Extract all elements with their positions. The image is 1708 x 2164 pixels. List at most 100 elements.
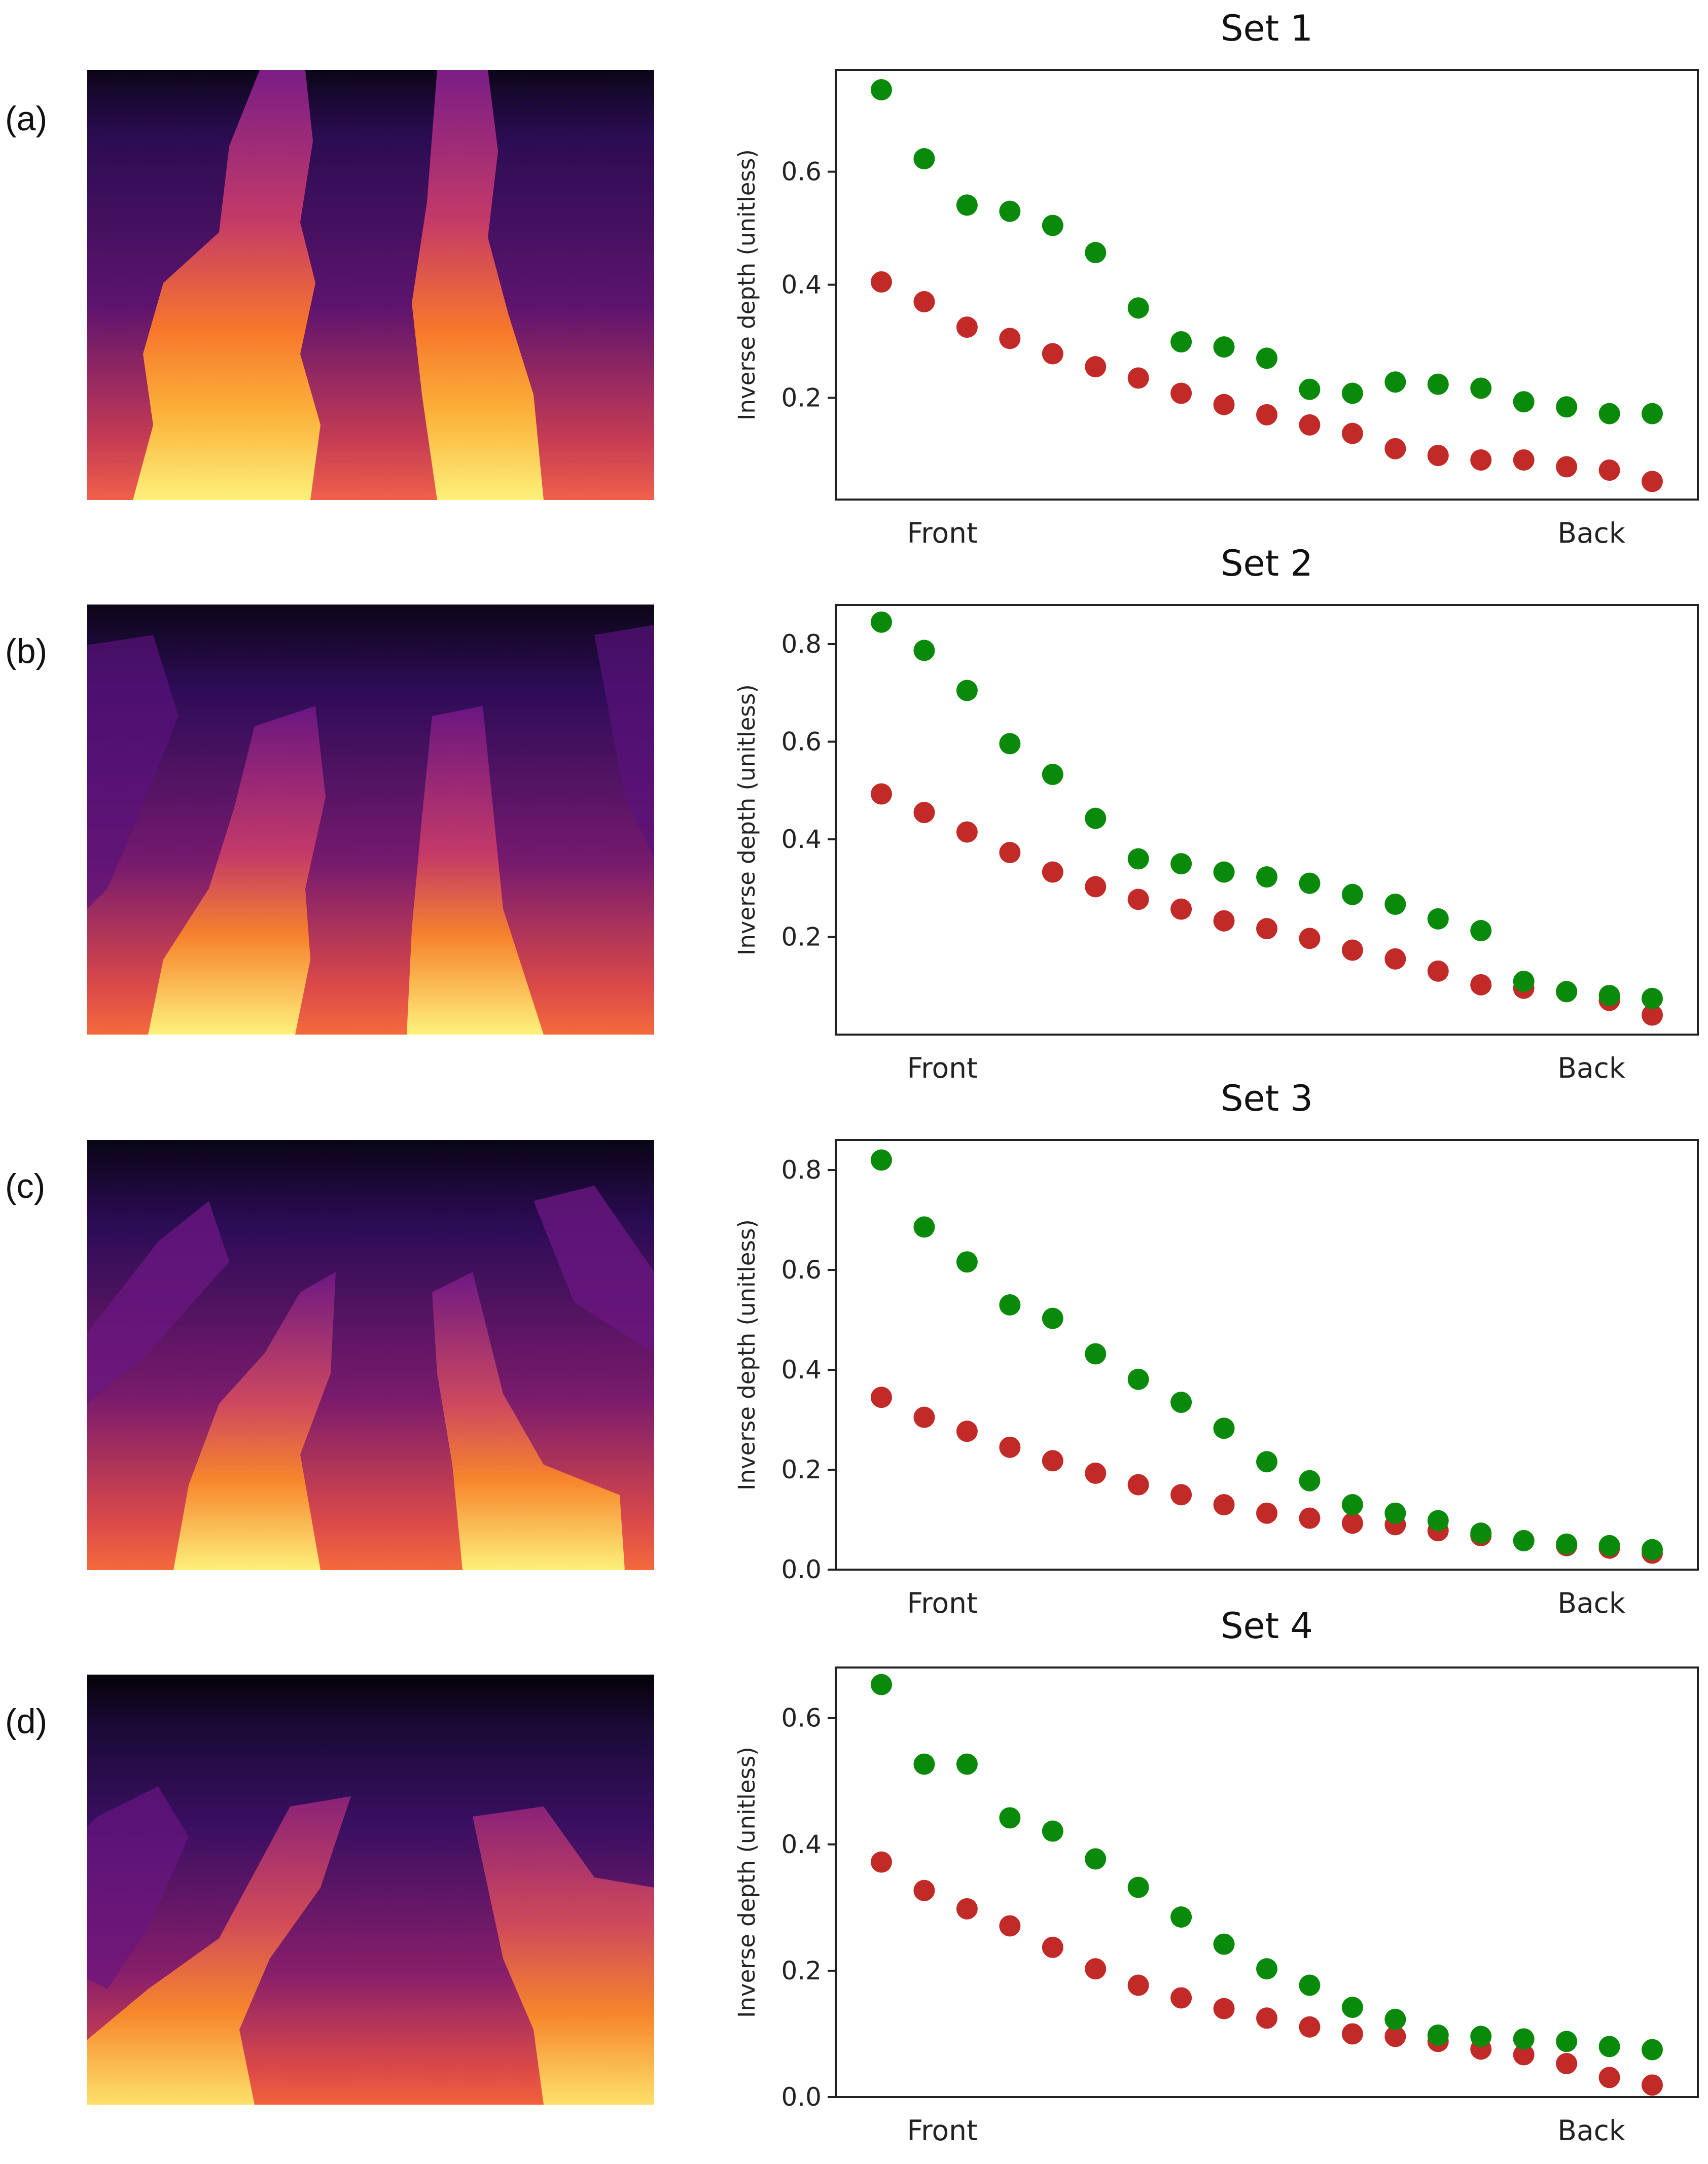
red-point <box>999 841 1021 863</box>
red-point <box>1170 1484 1192 1506</box>
red-point <box>1256 1502 1277 1524</box>
red-point <box>1427 960 1449 982</box>
green-point <box>1042 215 1063 236</box>
y-tick-label: 0.6 <box>781 157 822 187</box>
red-point <box>999 1915 1021 1937</box>
red-point <box>1384 438 1406 459</box>
green-point <box>1299 872 1321 894</box>
green-point <box>913 1216 935 1238</box>
red-point <box>1513 2044 1535 2066</box>
red-point <box>1384 2026 1406 2047</box>
y-tick-label: 0.4 <box>781 1830 822 1859</box>
y-tick-label: 0.4 <box>781 825 822 854</box>
green-point <box>1085 807 1107 829</box>
red-point <box>1213 1494 1235 1515</box>
red-point <box>871 1851 892 1873</box>
red-point <box>871 783 892 805</box>
red-point <box>1127 367 1149 389</box>
red-point <box>1642 471 1663 492</box>
y-tick-label: 0.0 <box>781 2082 822 2112</box>
red-point <box>1256 404 1277 425</box>
green-point <box>1256 347 1277 369</box>
y-axis-label: Inverse depth (unitless) <box>733 684 760 955</box>
x-label-front: Front <box>907 2114 977 2147</box>
green-point <box>1513 1530 1535 1551</box>
chart-title: Set 2 <box>1221 543 1313 584</box>
green-point <box>1127 1876 1149 1898</box>
red-point <box>1384 948 1406 970</box>
green-point <box>871 1149 892 1171</box>
y-axis-label: Inverse depth (unitless) <box>733 149 760 420</box>
green-point <box>956 1753 978 1775</box>
y-tick-label: 0.0 <box>781 1555 822 1584</box>
y-tick-label: 0.2 <box>781 1956 822 1985</box>
red-point <box>1256 918 1277 940</box>
red-point <box>999 1436 1021 1458</box>
green-point <box>1341 1494 1363 1515</box>
red-point <box>1127 889 1149 910</box>
green-point <box>1085 1848 1107 1870</box>
red-point <box>871 1387 892 1408</box>
chart-set-1: Set 1 0.2 0.4 0.6 Inverse depth (unitless) Fr… <box>733 8 1699 549</box>
y-tick-label: 0.8 <box>781 1155 822 1185</box>
green-point <box>913 1753 935 1775</box>
y-tick-label: 0.4 <box>781 1355 822 1385</box>
green-point <box>1042 1820 1063 1842</box>
green-point <box>1299 1470 1321 1492</box>
red-point <box>956 316 978 338</box>
panel-label-c: (c) <box>5 1167 46 1205</box>
green-point <box>1470 1522 1492 1544</box>
green-point <box>1170 1392 1192 1413</box>
green-point <box>999 1294 1021 1316</box>
green-point <box>1127 297 1149 319</box>
chart-title: Set 4 <box>1221 1605 1313 1647</box>
green-point <box>1556 1533 1578 1555</box>
red-point <box>1042 343 1063 365</box>
red-point <box>1213 1998 1235 2019</box>
red-point <box>1127 1974 1149 1996</box>
green-point <box>1384 894 1406 915</box>
green-point <box>1642 2039 1663 2061</box>
x-label-front: Front <box>907 1587 977 1619</box>
green-point <box>1256 1958 1277 1980</box>
x-label-back: Back <box>1557 1587 1625 1619</box>
x-label-back: Back <box>1557 1052 1625 1084</box>
red-point <box>1341 939 1363 961</box>
depth-map-image-d <box>87 1675 654 2105</box>
plot-frame <box>835 1666 1699 2098</box>
green-point <box>871 611 892 633</box>
green-point <box>999 200 1021 222</box>
y-tick-label: 0.8 <box>781 629 822 659</box>
green-point <box>1127 848 1149 870</box>
y-tick-label: 0.6 <box>781 1255 822 1285</box>
x-label-front: Front <box>907 517 977 549</box>
y-tick-label: 0.2 <box>781 923 822 952</box>
green-point <box>1598 985 1620 1006</box>
chart-title: Set 1 <box>1221 8 1313 49</box>
red-point <box>1042 1450 1063 1472</box>
green-point <box>1470 377 1492 399</box>
green-point <box>1341 1997 1363 2018</box>
red-point <box>1299 1507 1321 1529</box>
red-point <box>1598 459 1620 481</box>
green-point <box>999 733 1021 755</box>
red-point <box>1556 456 1578 478</box>
green-point <box>1085 1343 1107 1365</box>
green-point <box>1213 336 1235 358</box>
green-point <box>1085 241 1107 263</box>
green-point <box>1642 1539 1663 1560</box>
green-point <box>1384 1502 1406 1524</box>
green-point <box>1642 403 1663 424</box>
panel-label-d: (d) <box>5 1702 48 1741</box>
green-point <box>1341 382 1363 404</box>
green-point <box>913 640 935 661</box>
red-point <box>1299 928 1321 949</box>
green-point <box>1170 1906 1192 1928</box>
chart-set-4: Set 4 0.0 0.2 0.4 0.6 Inverse depth (unitless… <box>733 1605 1699 2147</box>
chart-set-2: Set 2 0.2 0.4 0.6 0.8 Inverse depth (unitless… <box>733 543 1699 1084</box>
green-point <box>1513 971 1535 992</box>
red-point <box>1642 1004 1663 1026</box>
y-axis-label: Inverse depth (unitless) <box>733 1219 760 1491</box>
green-point <box>1470 2026 1492 2047</box>
depth-map-image-c <box>87 1140 654 1570</box>
